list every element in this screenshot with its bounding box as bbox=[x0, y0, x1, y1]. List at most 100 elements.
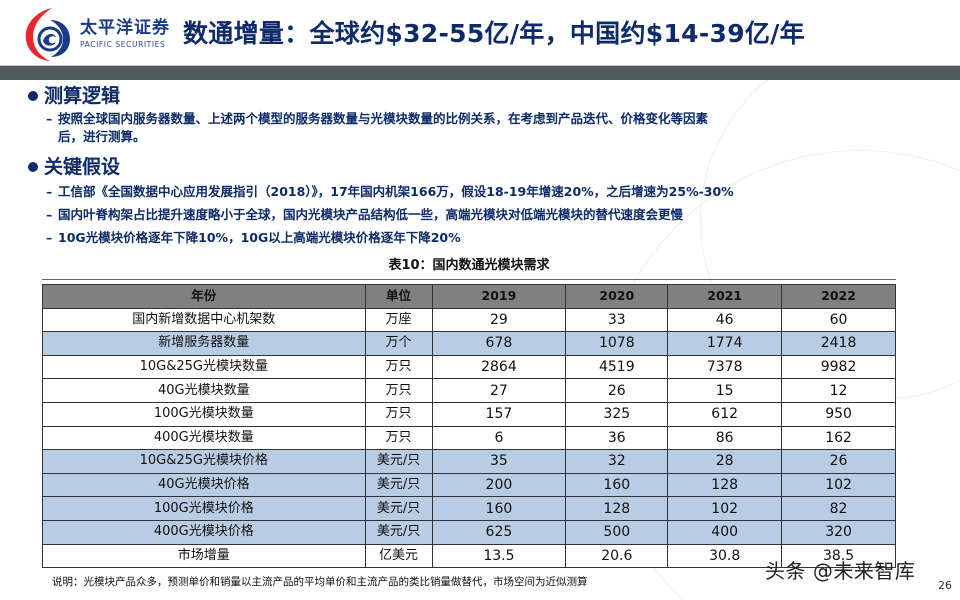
cell-2022: 38.5 bbox=[781, 543, 896, 569]
row-unit: 美元/只 bbox=[364, 472, 433, 498]
cell-2021: 128 bbox=[667, 472, 783, 498]
cell-2022: 2418 bbox=[781, 331, 896, 356]
dash-icon: – bbox=[46, 207, 53, 222]
row-unit: 美元/只 bbox=[364, 449, 433, 474]
cell-2021: 30.8 bbox=[667, 543, 783, 569]
table-row: 400G光模块价格 美元/只 625 500 400 320 bbox=[42, 519, 896, 545]
column-header-unit: 单位 bbox=[364, 284, 433, 309]
section-heading-text: 测算逻辑 bbox=[44, 85, 121, 107]
row-label: 400G光模块数量 bbox=[42, 425, 366, 451]
section-heading-key-assumptions: 关键假设 bbox=[28, 155, 120, 179]
table-footnote: 说明：光模块产品众多，预测单价和销量以主流产品的平均单价和主流产品的类比销量做替… bbox=[52, 576, 588, 588]
column-header-2020: 2020 bbox=[565, 284, 669, 309]
cell-2021: 400 bbox=[667, 519, 783, 545]
row-label: 100G光模块数量 bbox=[42, 401, 366, 427]
caption-divider bbox=[42, 279, 896, 280]
table-row: 市场增量 亿美元 13.5 20.6 30.8 38.5 bbox=[42, 543, 896, 569]
cell-2022: 60 bbox=[781, 307, 896, 333]
cell-2021: 102 bbox=[667, 496, 783, 521]
row-label: 100G光模块价格 bbox=[42, 496, 366, 521]
row-label: 国内新增数据中心机架数 bbox=[42, 307, 366, 333]
dash-icon: – bbox=[46, 230, 53, 245]
table-row: 10G&25G光模块数量 万只 2864 4519 7378 9982 bbox=[42, 354, 896, 380]
cell-2020: 128 bbox=[565, 496, 669, 521]
cell-2019: 200 bbox=[431, 472, 567, 498]
cell-2021: 1774 bbox=[667, 331, 783, 356]
slide-header: 太平洋证券 PACIFIC SECURITIES 数通增量：全球约$32-55亿… bbox=[0, 0, 960, 66]
logic-line-2: 后，进行测算。 bbox=[58, 129, 146, 144]
logic-line-1: – 按照全球国内服务器数量、上述两个模型的服务器数量与光模块数量的比例关系，在考虑… bbox=[46, 111, 709, 126]
cell-2019: 678 bbox=[431, 331, 567, 356]
cell-2020: 20.6 bbox=[565, 543, 669, 569]
cell-2022: 26 bbox=[781, 449, 896, 474]
table-row: 100G光模块价格 美元/只 160 128 102 82 bbox=[42, 496, 896, 521]
cell-2019: 160 bbox=[431, 496, 567, 521]
page-title: 数通增量：全球约$32-55亿/年，中国约$14-39亿/年 bbox=[183, 19, 805, 48]
column-header-2019: 2019 bbox=[431, 284, 567, 309]
table-row: 国内新增数据中心机架数 万座 29 33 46 60 bbox=[42, 307, 896, 333]
table-caption: 表10：国内数通光模块需求 bbox=[388, 258, 550, 273]
cell-2021: 46 bbox=[667, 307, 783, 333]
cell-2020: 325 bbox=[565, 401, 669, 427]
dash-icon: – bbox=[46, 184, 53, 199]
assumption-line-2: – 国内叶脊构架占比提升速度略小于全球，国内光模块产品结构低一些，高端光模块对低端… bbox=[46, 207, 684, 222]
header-bar bbox=[0, 66, 960, 80]
cell-2020: 500 bbox=[565, 519, 669, 545]
table-row: 100G光模块数量 万只 157 325 612 950 bbox=[42, 401, 896, 427]
header-divider bbox=[0, 65, 960, 66]
cell-2020: 1078 bbox=[565, 331, 669, 356]
assumption-line-1: – 工信部《全国数据中心应用发展指引（2018）》，17年国内机架166万，假设1… bbox=[46, 184, 734, 199]
row-label: 10G&25G光模块数量 bbox=[42, 354, 366, 380]
cell-2020: 160 bbox=[565, 472, 669, 498]
cell-2019: 625 bbox=[431, 519, 567, 545]
assumption-line-3: –10G光模块价格逐年下降10%，10G以上高端光模块价格逐年下降20% bbox=[46, 230, 461, 245]
section-heading-text: 关键假设 bbox=[44, 156, 121, 178]
table-row: 40G光模块价格 美元/只 200 160 128 102 bbox=[42, 472, 896, 498]
row-label: 40G光模块价格 bbox=[42, 472, 366, 498]
bullet-icon bbox=[28, 91, 38, 101]
cell-2019: 6 bbox=[431, 425, 567, 451]
page-number: 26 bbox=[938, 579, 952, 592]
row-unit: 美元/只 bbox=[364, 519, 433, 545]
table-header-row: 年份 单位 2019 2020 2021 2022 bbox=[42, 284, 896, 309]
brand-name-cn: 太平洋证券 bbox=[80, 18, 170, 38]
row-label: 10G&25G光模块价格 bbox=[42, 449, 366, 474]
cell-2020: 36 bbox=[565, 425, 669, 451]
cell-2019: 27 bbox=[431, 378, 567, 403]
cell-2020: 4519 bbox=[565, 354, 669, 380]
cell-2021: 7378 bbox=[667, 354, 783, 380]
pacific-securities-logo-icon bbox=[25, 8, 70, 61]
dash-icon: – bbox=[46, 111, 53, 126]
column-header-2022: 2022 bbox=[781, 284, 896, 309]
cell-2022: 950 bbox=[781, 401, 896, 427]
watermark: 头条 @未来智库 bbox=[765, 559, 916, 583]
cell-2021: 28 bbox=[667, 449, 783, 474]
cell-2022: 162 bbox=[781, 425, 896, 451]
cell-2022: 320 bbox=[781, 519, 896, 545]
cell-2020: 32 bbox=[565, 449, 669, 474]
row-unit: 万只 bbox=[364, 425, 433, 451]
brand-name: 太平洋证券 PACIFIC SECURITIES bbox=[80, 18, 170, 50]
row-unit: 万只 bbox=[364, 401, 433, 427]
table-row: 10G&25G光模块价格 美元/只 35 32 28 26 bbox=[42, 449, 896, 474]
cell-2021: 612 bbox=[667, 401, 783, 427]
row-unit: 万个 bbox=[364, 331, 433, 356]
row-label: 新增服务器数量 bbox=[42, 331, 366, 356]
cell-2022: 12 bbox=[781, 378, 896, 403]
row-unit: 美元/只 bbox=[364, 496, 433, 521]
column-header-year: 年份 bbox=[42, 284, 366, 309]
row-label: 40G光模块数量 bbox=[42, 378, 366, 403]
bullet-icon bbox=[28, 162, 38, 172]
row-label: 市场增量 bbox=[42, 543, 366, 569]
table-row: 新增服务器数量 万个 678 1078 1774 2418 bbox=[42, 331, 896, 356]
cell-2021: 86 bbox=[667, 425, 783, 451]
cell-2019: 2864 bbox=[431, 354, 567, 380]
column-header-2021: 2021 bbox=[667, 284, 783, 309]
cell-2020: 26 bbox=[565, 378, 669, 403]
row-unit: 万只 bbox=[364, 354, 433, 380]
brand-name-en: PACIFIC SECURITIES bbox=[80, 40, 166, 49]
row-label: 400G光模块价格 bbox=[42, 519, 366, 545]
cell-2019: 157 bbox=[431, 401, 567, 427]
cell-2022: 102 bbox=[781, 472, 896, 498]
cell-2022: 9982 bbox=[781, 354, 896, 380]
